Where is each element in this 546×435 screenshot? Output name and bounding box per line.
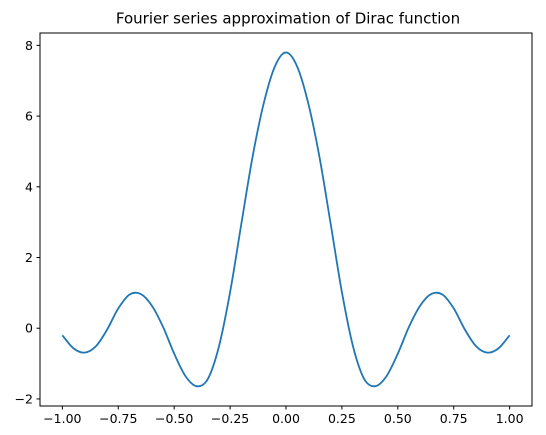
x-tick-label: −0.25 (211, 411, 249, 426)
y-tick-label: 8 (25, 38, 33, 53)
y-tick-label: 4 (25, 179, 33, 194)
x-tick-label: −0.75 (99, 411, 137, 426)
y-tick-label: −2 (15, 391, 33, 406)
x-tick-label: −1.00 (43, 411, 81, 426)
x-tick-label: 1.00 (496, 411, 524, 426)
plot-area (39, 32, 533, 407)
chart-title: Fourier series approximation of Dirac fu… (116, 10, 460, 28)
y-tick-label: 0 (25, 321, 33, 336)
y-axis: −2 0 2 4 6 8 (15, 38, 40, 406)
plot-frame (39, 32, 533, 407)
series-line-0 (61, 51, 511, 388)
x-tick-label: 0.00 (272, 411, 300, 426)
x-tick-label: 0.50 (384, 411, 412, 426)
y-tick-label: 6 (25, 109, 33, 124)
y-tick-label: 2 (25, 250, 33, 265)
x-axis: −1.00 −0.75 −0.50 −0.25 0.00 0.25 0.50 0.75 1.00 (43, 406, 524, 426)
x-tick-label: 0.75 (440, 411, 468, 426)
x-tick-label: 0.25 (328, 411, 356, 426)
x-tick-label: −0.50 (155, 411, 193, 426)
